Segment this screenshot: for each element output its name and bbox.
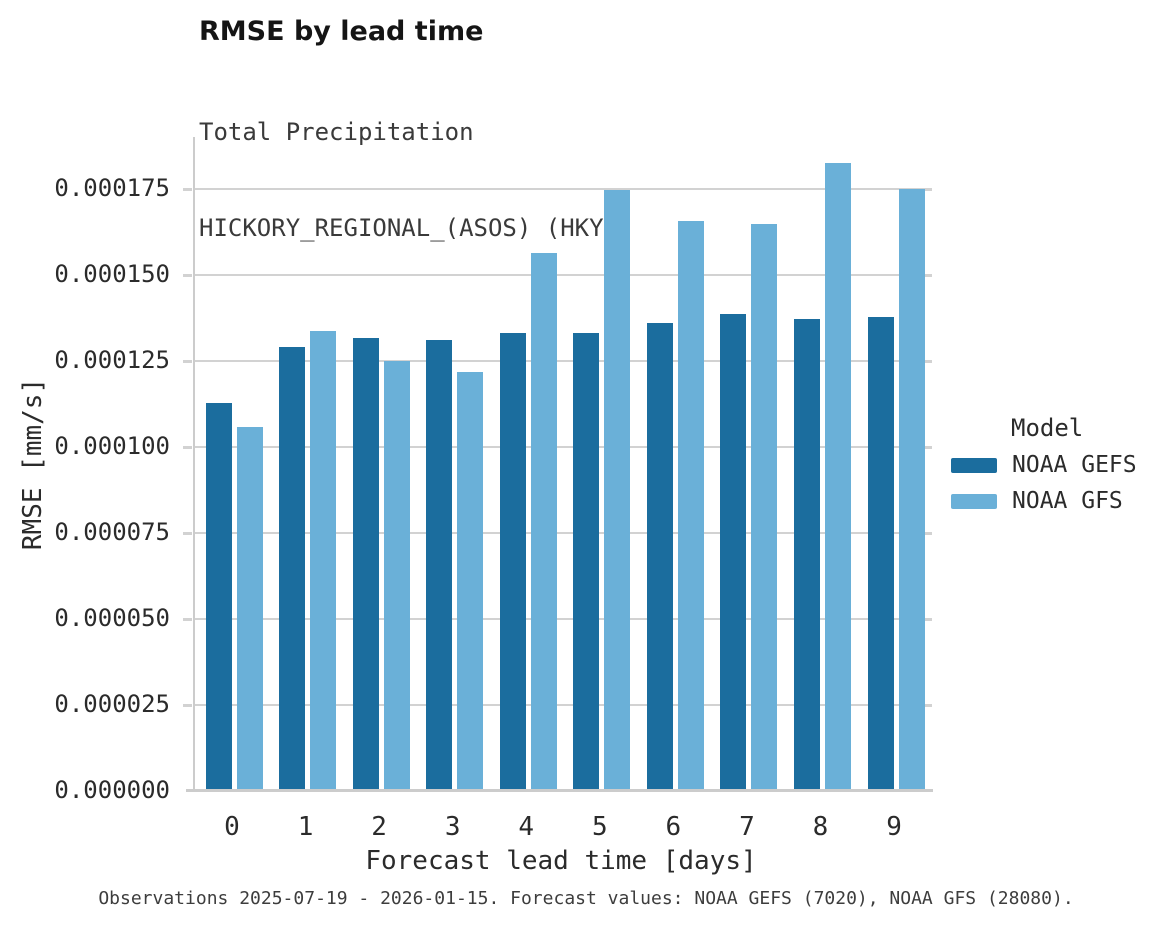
y-tick-label: 0.000025: [54, 689, 170, 718]
y-tick-mark-right: [925, 617, 932, 621]
x-tick-label-8: 8: [812, 812, 829, 842]
y-tick-mark-left: [183, 273, 192, 277]
bar-noaa-gefs-lead-2: [352, 338, 379, 791]
bar-noaa-gefs-lead-5: [573, 332, 600, 791]
bar-noaa-gefs-lead-1: [279, 347, 306, 791]
bar-noaa-gfs-lead-7: [751, 224, 778, 791]
y-tick-label: 0.000125: [54, 345, 170, 374]
y-tick-mark-right: [925, 445, 932, 449]
bar-noaa-gefs-lead-8: [793, 318, 820, 791]
gefs-legend-label: NOAA GEFS: [1012, 452, 1137, 478]
bar-noaa-gefs-lead-7: [720, 314, 747, 791]
x-tick-label-2: 2: [371, 812, 387, 842]
bar-noaa-gfs-lead-1: [310, 330, 337, 791]
subtitle-variable: Total Precipitation: [199, 118, 474, 146]
x-tick-label-3: 3: [444, 812, 461, 842]
bar-noaa-gfs-lead-4: [530, 253, 557, 791]
x-tick-label-5: 5: [591, 812, 608, 842]
x-axis-title: Forecast lead time [days]: [365, 846, 757, 876]
legend-title: Model: [1011, 414, 1084, 442]
bar-noaa-gefs-lead-4: [499, 332, 526, 791]
gridline-0.000025: [195, 703, 932, 706]
observation-caption: Observations 2025-07-19 - 2026-01-15. Fo…: [98, 888, 1074, 909]
y-tick-mark-left: [183, 187, 192, 191]
x-tick-label-0: 0: [224, 812, 240, 842]
bar-noaa-gefs-lead-6: [646, 322, 673, 791]
y-tick-label: 0.000050: [54, 603, 170, 632]
chart-subtitle: Total Precipitation HICKORY_REGIONAL_(AS…: [199, 52, 618, 308]
legend: Model NOAA GEFS NOAA GFS: [951, 414, 1137, 514]
y-tick-mark-right: [925, 703, 932, 707]
y-tick-mark-left: [183, 531, 192, 535]
legend-item-gfs: NOAA GFS: [951, 488, 1137, 514]
bar-noaa-gefs-lead-0: [205, 403, 232, 791]
y-tick-label: 0.000000: [54, 776, 170, 804]
bar-noaa-gefs-lead-3: [426, 340, 453, 791]
bar-noaa-gfs-lead-5: [604, 190, 631, 791]
x-tick-label-9: 9: [886, 812, 902, 842]
bar-noaa-gfs-lead-0: [236, 427, 263, 791]
y-tick-label: 0.000075: [54, 517, 170, 546]
bar-noaa-gfs-lead-8: [824, 163, 851, 791]
y-tick-mark-left: [183, 359, 192, 363]
y-tick-mark-left: [183, 703, 192, 707]
gridline-0.000100: [195, 445, 932, 448]
y-tick-mark-right: [925, 273, 932, 277]
bar-noaa-gfs-lead-2: [383, 360, 410, 791]
y-tick-mark-right: [925, 359, 932, 363]
gridline-0.000075: [195, 531, 932, 534]
x-tick-label-6: 6: [665, 812, 682, 842]
gefs-color-swatch: [951, 457, 997, 473]
y-tick-mark-left: [183, 445, 192, 449]
y-tick-label: 0.000150: [54, 259, 170, 288]
gridline-0.000150: [195, 273, 932, 276]
x-axis-line: [186, 789, 933, 792]
bar-noaa-gfs-lead-6: [677, 221, 704, 791]
y-tick-mark-right: [925, 531, 932, 535]
y-tick-label: 0.000100: [54, 431, 170, 460]
bar-noaa-gefs-lead-9: [867, 317, 894, 791]
y-tick-mark-right: [925, 187, 932, 191]
title-block: RMSE by lead time Total Precipitation HI…: [199, 16, 618, 308]
gridline-0.000175: [195, 187, 932, 190]
gfs-legend-label: NOAA GFS: [1012, 488, 1123, 514]
gridline-0.000050: [195, 617, 932, 620]
plot-area: [193, 137, 932, 791]
x-tick-label-7: 7: [739, 812, 755, 842]
x-tick-label-1: 1: [297, 812, 314, 842]
subtitle-station: HICKORY_REGIONAL_(ASOS) (HKY): [199, 214, 619, 242]
gfs-color-swatch: [951, 493, 997, 509]
y-tick-mark-left: [183, 617, 192, 621]
gridline-0.000125: [195, 359, 932, 362]
y-tick-label: 0.000175: [54, 173, 170, 202]
bar-noaa-gfs-lead-9: [898, 188, 925, 791]
bar-noaa-gfs-lead-3: [457, 372, 484, 791]
legend-item-gefs: NOAA GEFS: [951, 452, 1137, 478]
x-tick-label-4: 4: [518, 812, 535, 842]
chart-title: RMSE by lead time: [199, 16, 484, 47]
